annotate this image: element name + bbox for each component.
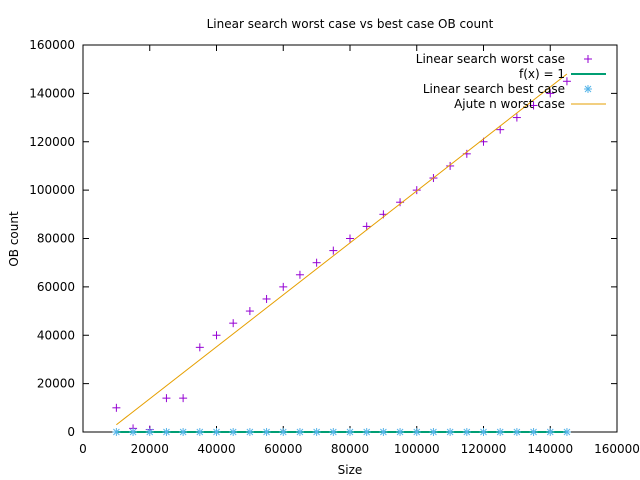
data-point	[396, 427, 405, 436]
data-point	[362, 427, 371, 436]
x-tick-label: 60000	[264, 442, 302, 456]
data-point	[529, 101, 538, 110]
data-point	[379, 427, 388, 436]
x-tick-label: 140000	[527, 442, 573, 456]
data-point	[179, 394, 188, 403]
data-point	[479, 427, 488, 436]
data-point	[262, 427, 271, 436]
data-point	[529, 427, 538, 436]
series-2	[112, 427, 571, 436]
data-point	[496, 427, 505, 436]
y-tick-label: 20000	[37, 377, 75, 391]
series-line	[116, 73, 568, 426]
data-point	[446, 427, 455, 436]
x-tick-label: 20000	[131, 442, 169, 456]
data-point	[546, 427, 555, 436]
y-tick-label: 60000	[37, 280, 75, 294]
y-tick-label: 120000	[29, 135, 75, 149]
data-point	[112, 403, 121, 412]
data-point	[462, 427, 471, 436]
x-tick-label: 0	[79, 442, 87, 456]
data-point	[312, 427, 321, 436]
y-tick-label: 160000	[29, 38, 75, 52]
y-tick-label: 0	[67, 425, 75, 439]
plot-area: 0 20000 40000 60000 80000 100000 120000 140000 1…	[29, 38, 640, 456]
data-point	[245, 307, 254, 316]
data-point	[229, 427, 238, 436]
data-point	[245, 427, 254, 436]
data-point	[295, 427, 304, 436]
legend-label: f(x) = 1	[519, 67, 565, 81]
x-tick-label: 40000	[197, 442, 235, 456]
legend-swatch	[584, 85, 592, 93]
x-tick-label: 100000	[394, 442, 440, 456]
y-axis-label: OB count	[7, 211, 21, 267]
legend-label: Linear search worst case	[416, 52, 565, 66]
data-point	[279, 282, 288, 291]
x-tick-label: 120000	[461, 442, 507, 456]
data-point	[179, 427, 188, 436]
x-tick-label: 160000	[594, 442, 640, 456]
data-point	[212, 427, 221, 436]
data-point	[295, 270, 304, 279]
data-point	[562, 427, 571, 436]
data-point	[429, 427, 438, 436]
data-point	[346, 234, 354, 243]
y-tick-label: 140000	[29, 86, 75, 100]
data-point	[512, 113, 521, 122]
y-tick-label: 40000	[37, 328, 75, 342]
legend-entry-3: Ajute n worst case	[454, 97, 606, 111]
data-point	[412, 427, 421, 436]
series-0	[112, 77, 571, 434]
data-point	[112, 427, 121, 436]
data-point	[546, 89, 555, 98]
x-axis-label: Size	[338, 463, 363, 477]
data-point	[346, 427, 354, 436]
y-tick-label: 100000	[29, 183, 75, 197]
data-point	[329, 246, 338, 255]
y-tick-label: 80000	[37, 232, 75, 246]
x-tick-label: 80000	[331, 442, 369, 456]
data-point	[562, 77, 571, 86]
data-point	[162, 394, 171, 403]
data-point	[195, 427, 204, 436]
data-point	[279, 427, 288, 436]
data-point	[496, 125, 505, 134]
legend-label: Ajute n worst case	[454, 97, 565, 111]
data-point	[412, 186, 421, 195]
data-point	[329, 427, 338, 436]
data-point	[129, 427, 138, 436]
data-point	[262, 294, 271, 303]
data-point	[212, 331, 221, 340]
data-point	[446, 161, 455, 170]
legend-entry-0: Linear search worst case	[416, 52, 592, 66]
data-point	[312, 258, 321, 267]
legend-entry-2: Linear search best case	[423, 82, 592, 96]
data-point	[229, 319, 238, 328]
data-point	[362, 222, 371, 231]
legend-entry-1: f(x) = 1	[519, 67, 606, 81]
data-point	[145, 427, 154, 436]
data-point	[162, 427, 171, 436]
legend-swatch	[584, 55, 592, 63]
legend-label: Linear search best case	[423, 82, 565, 96]
data-point	[512, 427, 521, 436]
data-point	[195, 343, 204, 352]
chart-title: Linear search worst case vs best case OB…	[207, 17, 494, 31]
series-3	[116, 73, 568, 426]
